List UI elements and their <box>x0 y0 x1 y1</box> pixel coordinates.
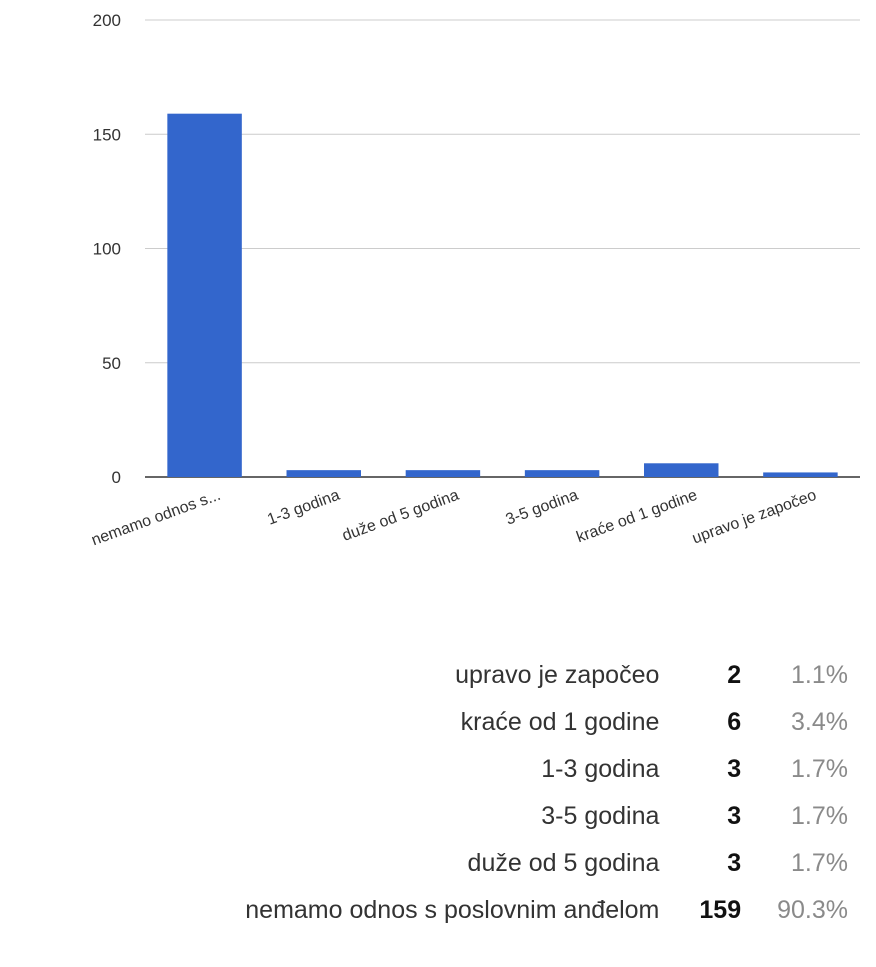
summary-count: 3 <box>727 755 742 783</box>
summary-label: 3-5 godina <box>541 802 660 830</box>
summary-table: upravo je započeo 2 1.1% kraće od 1 godi… <box>245 652 848 934</box>
bar <box>644 463 719 477</box>
summary-percent: 1.1% <box>791 661 848 689</box>
summary-percent: 90.3% <box>777 896 848 924</box>
y-tick-label: 0 <box>112 468 121 487</box>
summary-count: 159 <box>699 896 742 924</box>
y-tick-label: 150 <box>93 125 121 144</box>
summary-count: 3 <box>727 849 742 877</box>
bar <box>763 472 838 477</box>
summary-row: nemamo odnos s poslovnim anđelom 159 90.… <box>245 887 848 934</box>
y-tick-label: 100 <box>93 240 121 259</box>
summary-percent: 1.7% <box>791 802 848 830</box>
summary-row: 3-5 godina 3 1.7% <box>245 793 848 840</box>
summary-label: kraće od 1 godine <box>460 708 660 736</box>
y-tick-label: 50 <box>102 354 121 373</box>
bar <box>167 113 242 477</box>
bar-chart: 0 50 100 150 200 nemamo odnos s... 1-3 godina… <box>89 11 860 550</box>
gridlines <box>145 19 860 478</box>
summary-percent: 1.7% <box>791 755 848 783</box>
summary-row: kraće od 1 godine 6 3.4% <box>245 699 848 746</box>
summary-percent: 3.4% <box>791 708 848 736</box>
summary-row: upravo je započeo 2 1.1% <box>245 652 848 699</box>
summary-label: upravo je započeo <box>455 661 660 689</box>
x-category-label: kraće od 1 godine <box>574 487 699 547</box>
bars <box>167 113 838 477</box>
y-axis-tick-labels: 0 50 100 150 200 <box>93 11 121 487</box>
x-category-label: 1-3 godina <box>265 487 342 529</box>
y-tick-label: 200 <box>93 11 121 30</box>
summary-percent: 1.7% <box>791 849 848 877</box>
summary-count: 2 <box>727 661 742 689</box>
bar <box>524 470 600 477</box>
summary-row: duže od 5 godina 3 1.7% <box>245 840 848 887</box>
x-category-label: 3-5 godina <box>504 487 581 529</box>
summary-label: 1-3 godina <box>541 755 660 783</box>
summary-row: 1-3 godina 3 1.7% <box>245 746 848 793</box>
x-category-label: upravo je započeo <box>690 487 819 548</box>
x-category-label: nemamo odnos s... <box>89 487 223 550</box>
summary-count: 3 <box>727 802 742 830</box>
summary-label: duže od 5 godina <box>467 849 660 877</box>
bar <box>286 470 361 477</box>
bar <box>405 470 481 477</box>
x-category-label: duže od 5 godina <box>340 487 461 545</box>
summary-count: 6 <box>727 708 742 736</box>
summary-label: nemamo odnos s poslovnim anđelom <box>245 896 660 924</box>
